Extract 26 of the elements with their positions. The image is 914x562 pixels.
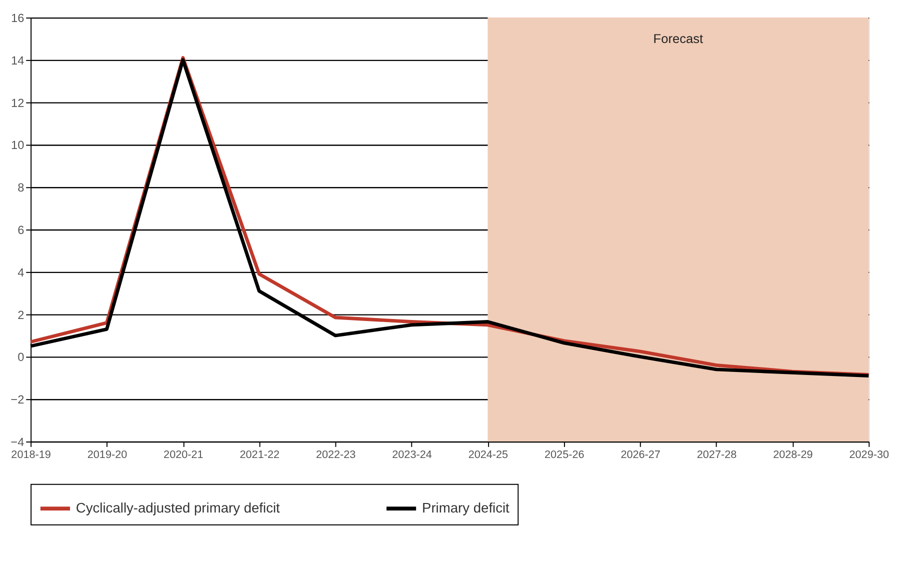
- x-tick-label: 2019-20: [87, 448, 128, 461]
- x-tick-label: 2020-21: [164, 448, 204, 461]
- x-tick-label: 2026-27: [620, 448, 660, 461]
- x-tick-label: 2021-22: [240, 448, 280, 461]
- x-tick-label: 2029-30: [849, 448, 890, 461]
- y-tick-label: −4: [10, 434, 25, 449]
- y-tick-label: 16: [10, 10, 25, 25]
- x-tick-label: 2018-19: [11, 448, 51, 461]
- y-tick-label: 14: [10, 53, 25, 68]
- x-tick-label: 2024-25: [468, 448, 508, 461]
- x-tick-label: 2028-29: [773, 448, 813, 461]
- y-tick-label: 6: [18, 222, 25, 237]
- x-tick-label: 2025-26: [544, 448, 584, 461]
- band-label: Forecast: [653, 31, 704, 46]
- y-tick-label: 2: [18, 308, 24, 322]
- y-tick-label: 12: [10, 96, 24, 110]
- y-tick-label: 0: [18, 350, 25, 364]
- y-tick-label: 10: [10, 138, 25, 152]
- x-tick-label: 2022-23: [316, 448, 356, 461]
- y-tick-label: 8: [18, 180, 25, 195]
- x-tick-label: 2023-24: [392, 448, 432, 461]
- legend-label: Primary deficit: [422, 500, 510, 516]
- x-tick-label: 2027-28: [696, 448, 737, 461]
- legend-label: Cyclically-adjusted primary deficit: [76, 500, 280, 516]
- y-tick-label: −2: [10, 392, 24, 407]
- y-tick-label: 4: [18, 265, 25, 280]
